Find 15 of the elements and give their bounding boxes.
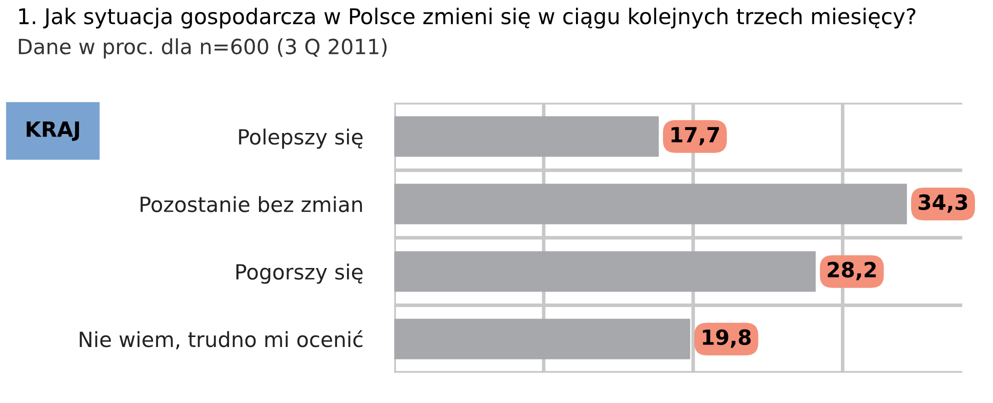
y-tick-label: Pozostanie bez zmian xyxy=(140,196,362,212)
text: KRAJ xyxy=(26,122,79,141)
y-tick-label: Nie wiem, trudno mi ocenić xyxy=(80,330,362,350)
data-label: 17,7 xyxy=(672,127,719,146)
data-label: 28,2 xyxy=(828,262,876,280)
bar xyxy=(394,116,659,157)
text: Dane w proc. dla n=600 (3 Q 2011) xyxy=(18,38,387,58)
y-tick-label: Pogorszy się xyxy=(236,264,363,284)
data-label: 34,3 xyxy=(918,194,968,213)
bar xyxy=(394,318,690,360)
data-label: 19,8 xyxy=(702,329,751,348)
chart-title: 1. Jak sytuacja gospodarcza w Polsce zmieni się w ciągu kolejnych trzech miesięcy? xyxy=(19,8,916,29)
bar xyxy=(394,184,907,224)
bar xyxy=(394,251,816,292)
y-tick-label: Polepszy się xyxy=(239,128,363,149)
